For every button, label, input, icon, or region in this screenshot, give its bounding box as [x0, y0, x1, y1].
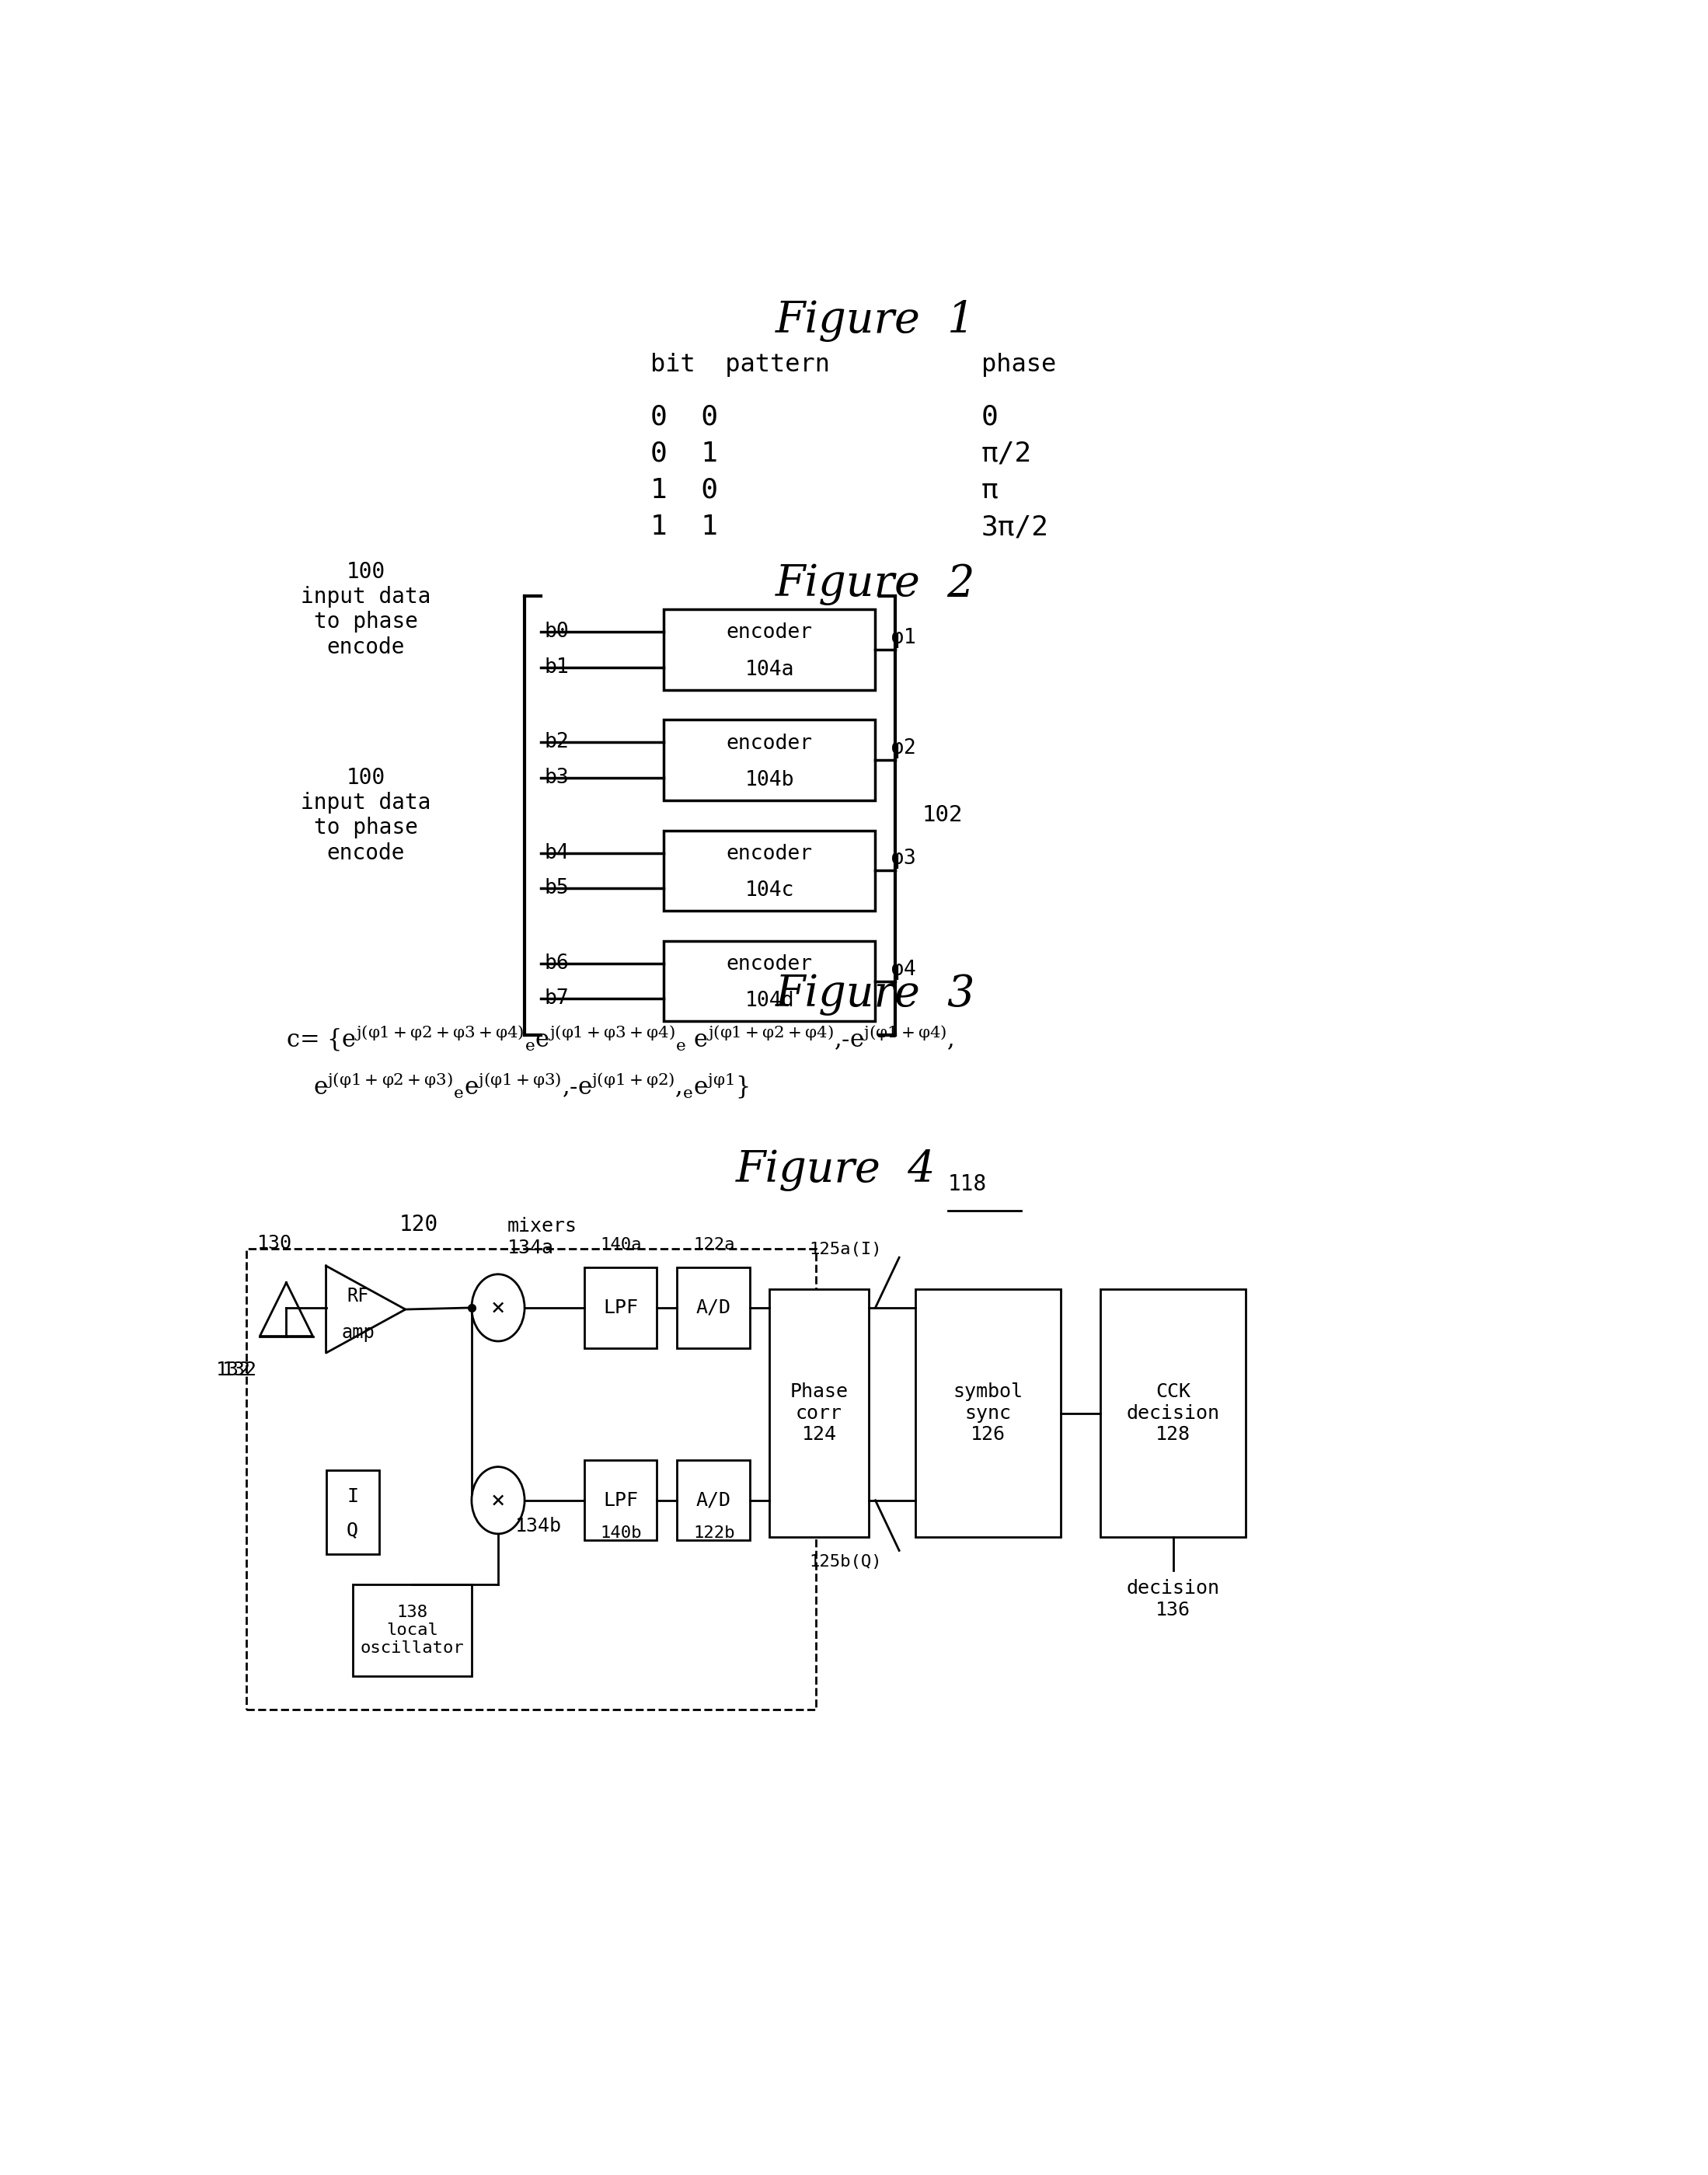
- Text: 104a: 104a: [745, 659, 794, 681]
- Text: 100
input data
to phase
encode: 100 input data to phase encode: [301, 768, 430, 863]
- Bar: [663, 720, 874, 800]
- Text: Phase
corr
124: Phase corr 124: [791, 1383, 849, 1444]
- Text: mixers
134a: mixers 134a: [507, 1218, 577, 1257]
- Text: 132: 132: [215, 1359, 251, 1379]
- Bar: [326, 1470, 379, 1553]
- Text: ×: ×: [490, 1296, 506, 1318]
- Text: Q: Q: [347, 1520, 359, 1540]
- Text: 140b: 140b: [601, 1525, 642, 1540]
- Text: 104d: 104d: [745, 992, 794, 1011]
- Text: Figure  1: Figure 1: [775, 300, 975, 341]
- Text: RF: RF: [347, 1288, 369, 1305]
- Text: e$^{\mathregular{j(\varphi1+\varphi2+\varphi3)}}$$_{\mathregular{e}}$e$^{\mathre: e$^{\mathregular{j(\varphi1+\varphi2+\va…: [313, 1070, 748, 1101]
- Text: encoder: encoder: [726, 955, 813, 974]
- Text: amp: amp: [342, 1325, 374, 1342]
- Bar: [663, 609, 874, 689]
- Bar: [676, 1459, 750, 1540]
- Text: Figure  3: Figure 3: [775, 972, 975, 1016]
- Text: 1  0: 1 0: [651, 476, 717, 502]
- Text: LPF: LPF: [603, 1298, 639, 1318]
- Text: b7: b7: [545, 990, 569, 1009]
- Text: 1  1: 1 1: [651, 513, 717, 539]
- Text: φ2: φ2: [892, 737, 915, 759]
- Text: 0  1: 0 1: [651, 439, 717, 468]
- Text: 130: 130: [258, 1233, 292, 1253]
- Text: decision
136: decision 136: [1127, 1579, 1220, 1618]
- Text: LPF: LPF: [603, 1492, 639, 1509]
- Text: symbol
sync
126: symbol sync 126: [953, 1383, 1023, 1444]
- Text: 140a: 140a: [601, 1238, 642, 1253]
- Text: encoder: encoder: [726, 844, 813, 863]
- Text: bit  pattern: bit pattern: [651, 352, 830, 376]
- Text: 102: 102: [922, 805, 963, 826]
- Text: 0: 0: [980, 402, 997, 431]
- Text: 122b: 122b: [693, 1525, 734, 1540]
- Text: 134b: 134b: [516, 1518, 562, 1536]
- Text: 125a(I): 125a(I): [810, 1242, 881, 1257]
- Text: 138
local
oscillator: 138 local oscillator: [360, 1605, 465, 1655]
- Bar: [663, 831, 874, 911]
- Text: b5: b5: [545, 879, 569, 898]
- Bar: [769, 1290, 869, 1538]
- Text: 0  0: 0 0: [651, 402, 717, 431]
- Text: b0: b0: [545, 622, 569, 642]
- Text: 132: 132: [222, 1359, 258, 1379]
- Circle shape: [471, 1466, 524, 1533]
- Text: π: π: [980, 476, 997, 502]
- Text: 100
input data
to phase
encode: 100 input data to phase encode: [301, 561, 430, 659]
- Text: φ3: φ3: [892, 848, 915, 870]
- Bar: [584, 1459, 658, 1540]
- Text: Figure  2: Figure 2: [775, 563, 975, 605]
- Text: CCK
decision
128: CCK decision 128: [1127, 1383, 1220, 1444]
- Text: φ1: φ1: [892, 629, 915, 648]
- Bar: [915, 1290, 1061, 1538]
- Text: b2: b2: [545, 733, 569, 753]
- Text: encoder: encoder: [726, 733, 813, 753]
- Text: b6: b6: [545, 953, 569, 974]
- Text: c= {e$^{\mathregular{j(\varphi1+\varphi2+\varphi3+\varphi4)}}$$_{\mathregular{e}: c= {e$^{\mathregular{j(\varphi1+\varphi2…: [287, 1022, 955, 1053]
- Text: 122a: 122a: [693, 1238, 734, 1253]
- Text: phase: phase: [980, 352, 1056, 376]
- Text: Figure  4: Figure 4: [736, 1148, 936, 1192]
- Bar: [1100, 1290, 1247, 1538]
- Bar: [676, 1268, 750, 1349]
- Text: ×: ×: [490, 1490, 506, 1512]
- Text: φ4: φ4: [892, 959, 915, 979]
- Text: 125b(Q): 125b(Q): [810, 1553, 881, 1570]
- Bar: [246, 1248, 816, 1710]
- Text: I: I: [347, 1488, 359, 1507]
- Bar: [352, 1583, 471, 1677]
- Text: b4: b4: [545, 844, 569, 863]
- Text: π/2: π/2: [980, 439, 1032, 468]
- Text: 104b: 104b: [745, 770, 794, 790]
- Text: A/D: A/D: [695, 1298, 731, 1318]
- Bar: [584, 1268, 658, 1349]
- Text: 3π/2: 3π/2: [980, 513, 1049, 539]
- Text: 104c: 104c: [745, 881, 794, 900]
- Text: b1: b1: [545, 657, 569, 676]
- Bar: [663, 942, 874, 1022]
- Text: encoder: encoder: [726, 622, 813, 644]
- Text: 120: 120: [400, 1214, 439, 1235]
- Text: A/D: A/D: [695, 1492, 731, 1509]
- Text: b3: b3: [545, 768, 569, 787]
- Circle shape: [471, 1275, 524, 1342]
- Text: 118: 118: [948, 1174, 987, 1196]
